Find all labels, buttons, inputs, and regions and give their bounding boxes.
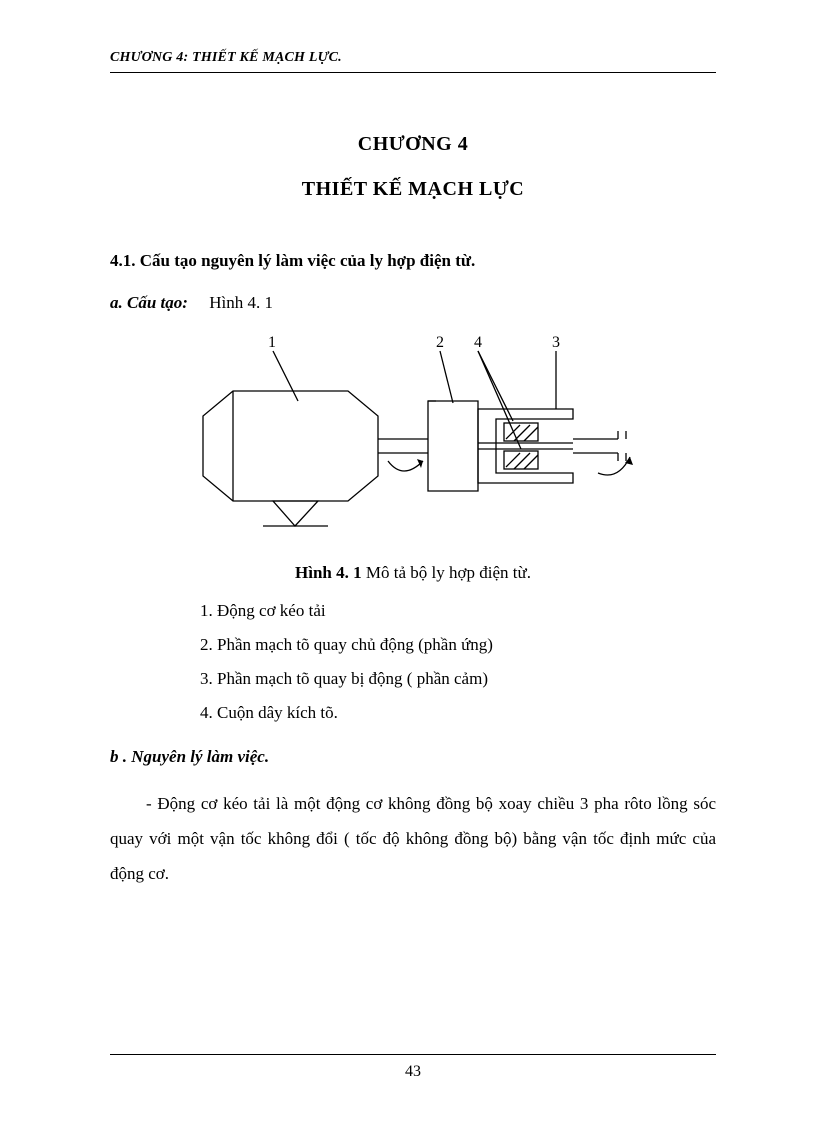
figure-4-1: 1 2 4 3 Hình 4. 1 Mô tả bộ ly hợp điện t… <box>110 331 716 583</box>
figure-legend: 1. Động cơ kéo tải 2. Phần mạch tõ quay … <box>110 601 716 723</box>
callout-3: 3 <box>552 334 560 351</box>
legend-item-4: 4. Cuộn dây kích tõ. <box>200 703 716 723</box>
callout-1: 1 <box>268 334 276 351</box>
legend-item-1: 1. Động cơ kéo tải <box>200 601 716 621</box>
subsection-a-ref: Hình 4. 1 <box>209 293 273 312</box>
figure-caption-text: Mô tả bộ ly hợp điện từ. <box>362 563 531 582</box>
callout-4: 4 <box>474 334 482 351</box>
figure-caption: Hình 4. 1 Mô tả bộ ly hợp điện từ. <box>110 563 716 583</box>
subsection-b: b . Nguyên lý làm việc. <box>110 747 716 767</box>
subsection-a: a. Cấu tạo: Hình 4. 1 <box>110 293 716 313</box>
figure-caption-bold: Hình 4. 1 <box>295 563 362 582</box>
chapter-title: THIẾT KẾ MẠCH LỰC <box>110 178 716 201</box>
clutch-diagram-svg: 1 2 4 3 <box>178 331 648 551</box>
running-header: CHƯƠNG 4: THIẾT KẾ MẠCH LỰC. <box>110 50 716 66</box>
legend-item-3: 3. Phần mạch tõ quay bị động ( phần cảm) <box>200 669 716 689</box>
chapter-number: CHƯƠNG 4 <box>110 133 716 156</box>
page-footer: 43 <box>110 1054 716 1081</box>
footer-rule <box>110 1054 716 1055</box>
section-heading-4-1: 4.1. Cấu tạo nguyên lý làm việc của ly h… <box>110 251 716 271</box>
page-number: 43 <box>110 1063 716 1081</box>
header-rule <box>110 72 716 73</box>
paragraph-1: - Động cơ kéo tải là một động cơ không đ… <box>110 787 716 892</box>
subsection-a-label: a. Cấu tạo: <box>110 293 188 312</box>
legend-item-2: 2. Phần mạch tõ quay chủ động (phần ứng) <box>200 635 716 655</box>
callout-2: 2 <box>436 334 444 351</box>
